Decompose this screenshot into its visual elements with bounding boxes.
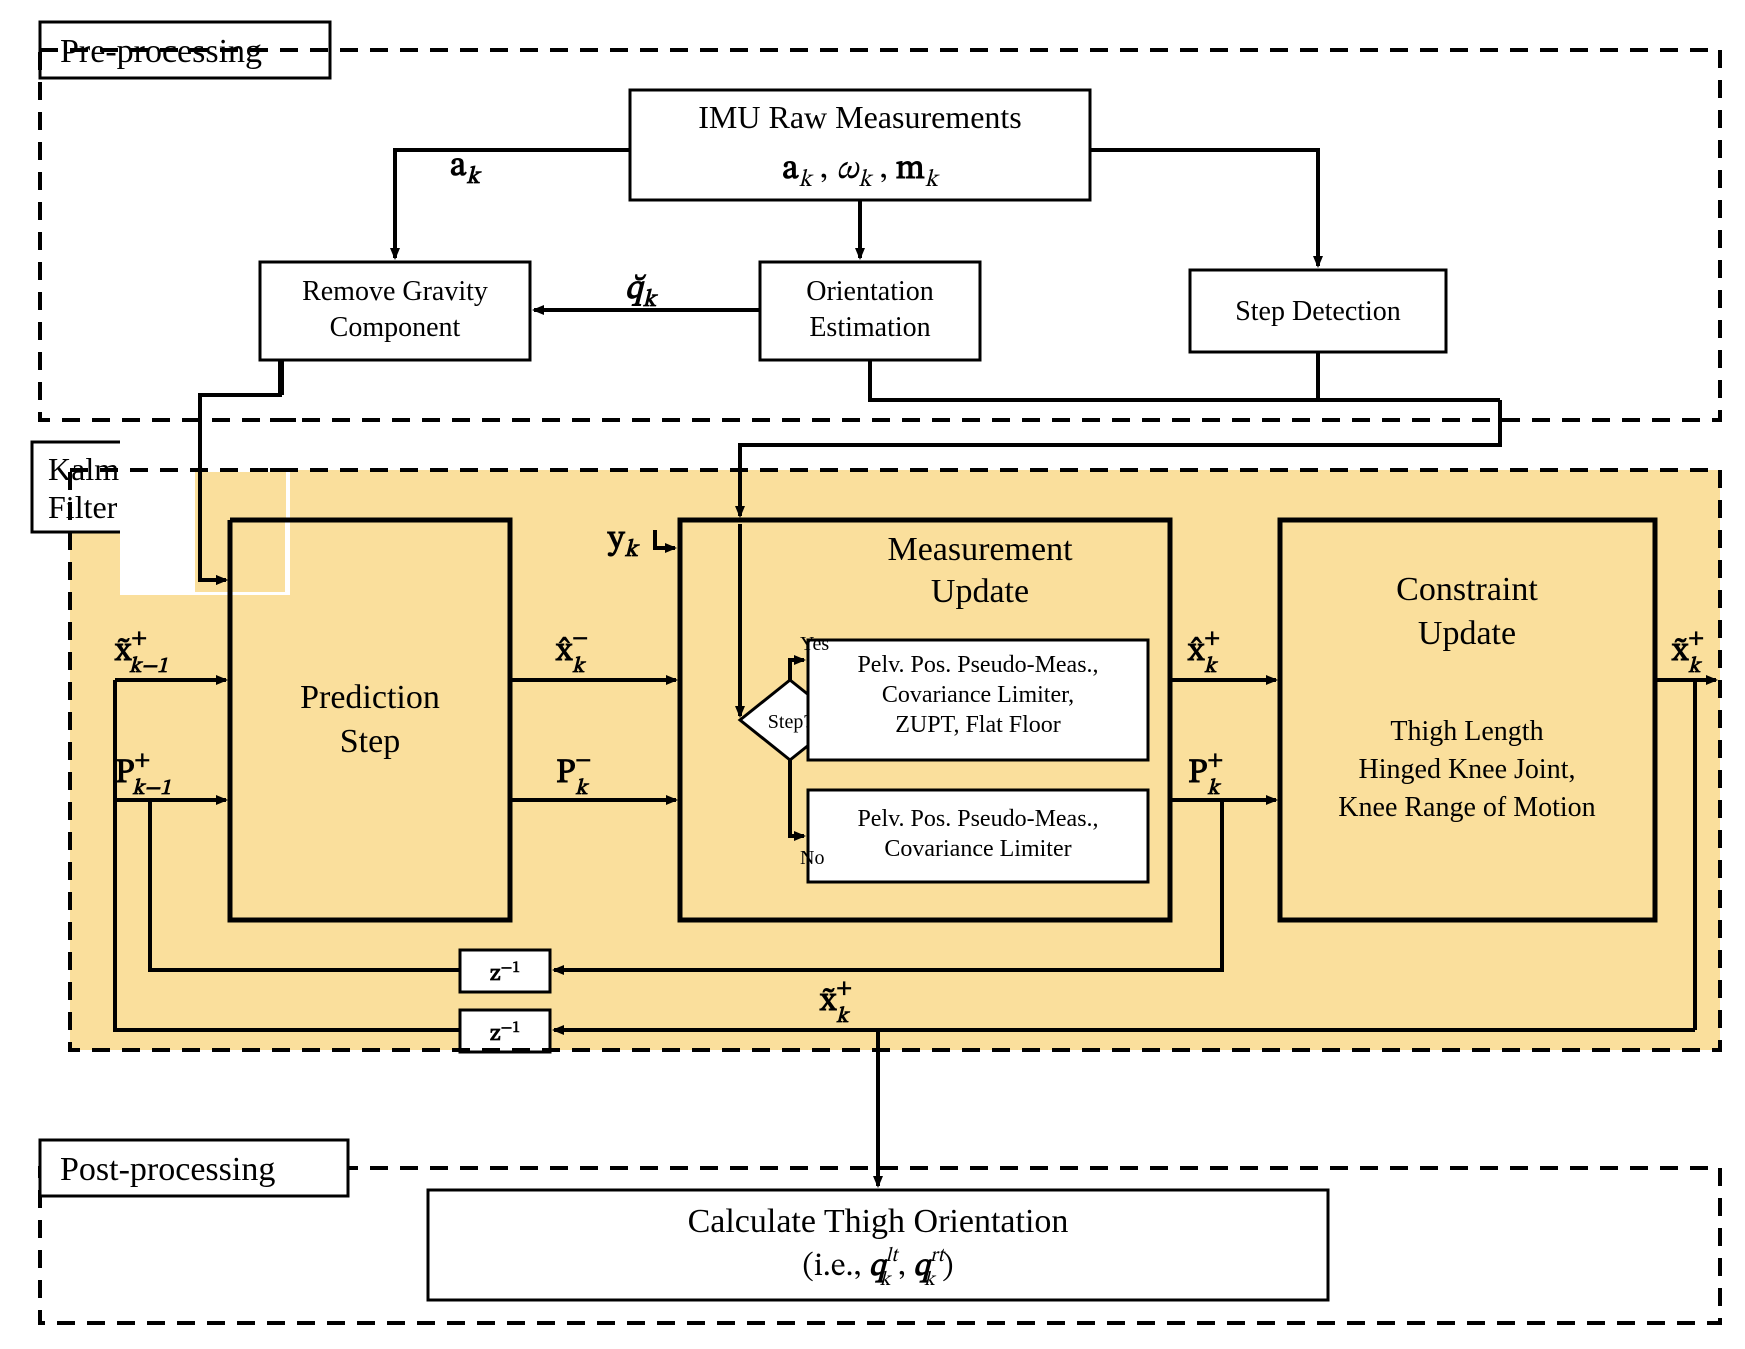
remove-gravity-l2: Component — [330, 312, 461, 343]
yes-l3: ZUPT, Flat Floor — [895, 712, 1061, 738]
constraint-l2: Hinged Knee Joint, — [1359, 754, 1576, 785]
prediction-l2: Step — [340, 723, 400, 760]
step-detection-l1: Step Detection — [1235, 296, 1401, 327]
arr-orient-right — [870, 360, 1500, 400]
no-label: No — [800, 847, 824, 869]
measurement-t1: Measurement — [887, 531, 1073, 568]
q-breve-label: q̆k — [625, 273, 659, 312]
step-diamond-label: Step? — [768, 711, 813, 733]
orientation-l1: Orientation — [806, 276, 934, 307]
postprocessing-label: Post-processing — [60, 1151, 275, 1188]
constraint-t1: Constraint — [1396, 571, 1538, 608]
kalman-flowchart: Pre-processing IMU Raw Measurements ak ,… — [0, 0, 1745, 1349]
orientation-l2: Estimation — [809, 312, 930, 343]
a-k-label: ak — [450, 150, 482, 189]
measurement-t2: Update — [931, 573, 1029, 610]
kalman-label-2: Filter — [48, 489, 118, 525]
arrow-imu-step — [1090, 150, 1318, 266]
yes-l1: Pelv. Pos. Pseudo-Meas., — [857, 652, 1098, 678]
yes-l2: Covariance Limiter, — [882, 682, 1074, 708]
yes-label: Yes — [800, 633, 829, 655]
constraint-t2: Update — [1418, 615, 1516, 652]
prediction-l1: Prediction — [300, 679, 440, 716]
no-l2: Covariance Limiter — [884, 836, 1071, 862]
constraint-l3: Knee Range of Motion — [1338, 792, 1595, 823]
no-l1: Pelv. Pos. Pseudo-Meas., — [857, 806, 1098, 832]
imu-title: IMU Raw Measurements — [698, 99, 1021, 135]
remove-gravity-l1: Remove Gravity — [302, 276, 488, 307]
arrow-imu-gravity — [395, 150, 630, 258]
constraint-l1: Thigh Length — [1390, 716, 1543, 747]
calc-thigh-title: Calculate Thigh Orientation — [688, 1203, 1069, 1240]
